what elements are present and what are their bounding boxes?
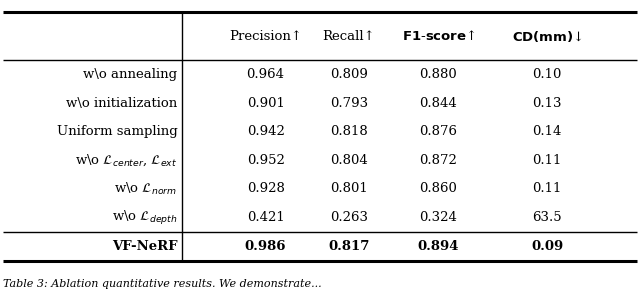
Text: 0.942: 0.942 — [246, 125, 285, 138]
Text: 0.894: 0.894 — [418, 240, 459, 253]
Text: Precision↑: Precision↑ — [229, 30, 302, 43]
Text: 0.793: 0.793 — [330, 96, 368, 110]
Text: 0.964: 0.964 — [246, 68, 285, 81]
Text: 0.860: 0.860 — [419, 182, 458, 196]
Text: 0.876: 0.876 — [419, 125, 458, 138]
Text: 0.263: 0.263 — [330, 211, 368, 224]
Text: 63.5: 63.5 — [532, 211, 562, 224]
Text: 0.986: 0.986 — [245, 240, 286, 253]
Text: VF-NeRF: VF-NeRF — [112, 240, 177, 253]
Text: $\mathbf{CD (mm)}$↓: $\mathbf{CD (mm)}$↓ — [512, 29, 582, 44]
Text: 0.10: 0.10 — [532, 68, 562, 81]
Text: w\o $\mathcal{L}_{depth}$: w\o $\mathcal{L}_{depth}$ — [111, 209, 177, 227]
Text: 0.14: 0.14 — [532, 125, 562, 138]
Text: w\o $\mathcal{L}_{center}$, $\mathcal{L}_{ext}$: w\o $\mathcal{L}_{center}$, $\mathcal{L}… — [75, 152, 177, 168]
Text: 0.818: 0.818 — [330, 125, 367, 138]
Text: 0.872: 0.872 — [419, 154, 458, 167]
Text: 0.901: 0.901 — [246, 96, 285, 110]
Text: 0.804: 0.804 — [330, 154, 367, 167]
Text: $\mathbf{F1\text{-}score}$↑: $\mathbf{F1\text{-}score}$↑ — [401, 29, 476, 43]
Text: 0.801: 0.801 — [330, 182, 367, 196]
Text: 0.324: 0.324 — [419, 211, 458, 224]
Text: 0.421: 0.421 — [247, 211, 284, 224]
Text: 0.952: 0.952 — [246, 154, 285, 167]
Text: 0.817: 0.817 — [328, 240, 369, 253]
Text: w\o $\mathcal{L}_{norm}$: w\o $\mathcal{L}_{norm}$ — [114, 181, 177, 197]
Text: w\o annealing: w\o annealing — [83, 68, 177, 81]
Text: w\o initialization: w\o initialization — [66, 96, 177, 110]
Text: 0.880: 0.880 — [420, 68, 457, 81]
Text: 0.11: 0.11 — [532, 154, 562, 167]
Text: Table 3: Ablation quantitative results. We demonstrate...: Table 3: Ablation quantitative results. … — [3, 279, 322, 289]
Text: 0.928: 0.928 — [246, 182, 285, 196]
Text: Recall↑: Recall↑ — [323, 30, 375, 43]
Text: Uniform sampling: Uniform sampling — [56, 125, 177, 138]
Text: 0.13: 0.13 — [532, 96, 562, 110]
Text: 0.09: 0.09 — [531, 240, 563, 253]
Text: 0.11: 0.11 — [532, 182, 562, 196]
Text: 0.809: 0.809 — [330, 68, 368, 81]
Text: 0.844: 0.844 — [420, 96, 457, 110]
